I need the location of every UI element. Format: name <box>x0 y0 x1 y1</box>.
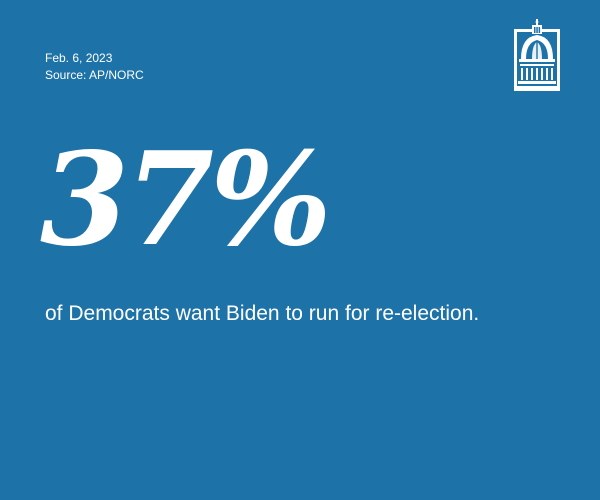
meta-info: Feb. 6, 2023 Source: AP/NORC <box>45 50 144 84</box>
stat-value: 37% <box>40 125 332 275</box>
date-label: Feb. 6, 2023 <box>45 51 113 65</box>
capitol-dome-icon <box>512 19 562 91</box>
source-label: Source: AP/NORC <box>45 68 144 82</box>
stat-caption: of Democrats want Biden to run for re-el… <box>45 302 480 325</box>
